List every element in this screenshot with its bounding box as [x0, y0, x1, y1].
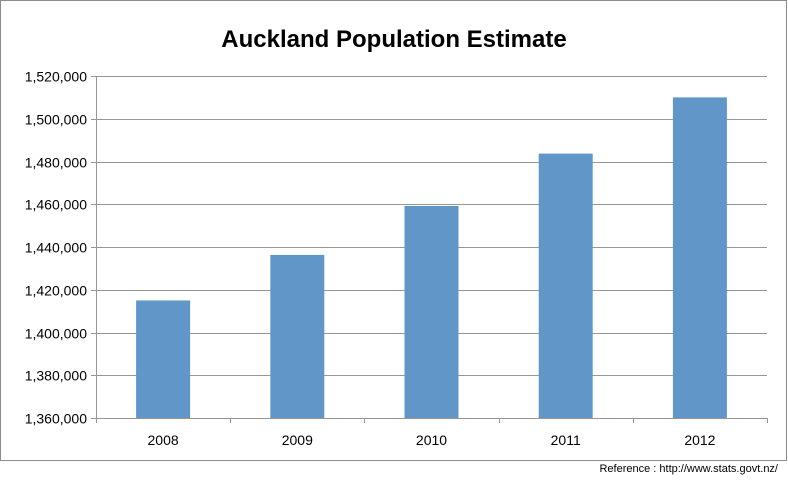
- y-tick-label: 1,480,000: [25, 155, 87, 171]
- bar-2012: [672, 97, 727, 418]
- bar-2011: [538, 153, 593, 418]
- y-tick-label: 1,500,000: [25, 112, 87, 128]
- y-tick-label: 1,420,000: [25, 283, 87, 299]
- x-tick-label: 2010: [416, 432, 447, 448]
- chart-title: Auckland Population Estimate: [221, 26, 566, 53]
- x-tick-label: 2008: [148, 432, 179, 448]
- bar-2010: [404, 205, 459, 418]
- y-tick-label: 1,400,000: [25, 326, 87, 342]
- bar-chart: Auckland Population Estimate 1,360,000 1,…: [0, 0, 787, 461]
- y-tick-label: 1,360,000: [25, 411, 87, 427]
- bar-2009: [270, 254, 325, 418]
- x-tick-label: 2012: [684, 432, 715, 448]
- chart-border: [0, 0, 787, 461]
- y-tick-label: 1,460,000: [25, 197, 87, 213]
- y-tick-label: 1,380,000: [25, 368, 87, 384]
- y-tick-label: 1,440,000: [25, 240, 87, 256]
- y-tick-label: 1,520,000: [25, 69, 87, 85]
- bar-2008: [136, 300, 191, 418]
- reference-note: Reference : http://www.stats.govt.nz/: [599, 463, 778, 475]
- x-tick-label: 2011: [551, 432, 581, 448]
- x-tick-label: 2009: [282, 432, 313, 448]
